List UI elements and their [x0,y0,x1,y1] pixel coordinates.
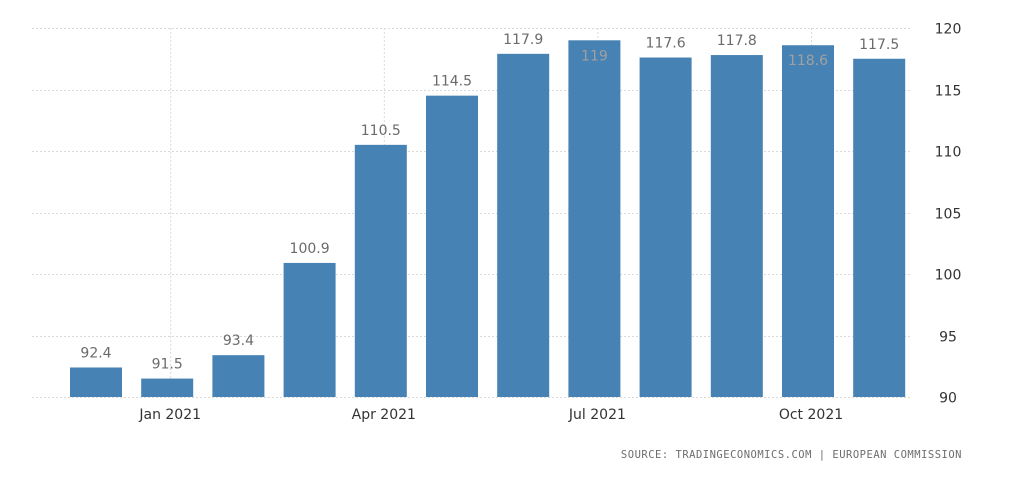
value-label: 93.4 [223,333,254,349]
y-tick-label: 105 [935,207,962,223]
y-tick-label: 100 [935,268,962,284]
value-label: 100.9 [290,241,330,257]
bar [283,262,336,397]
bar [639,57,692,398]
bars [70,40,906,398]
value-label: 117.6 [646,36,686,52]
y-tick-label: 95 [939,330,957,346]
value-label: 117.9 [503,32,543,48]
source-attribution: SOURCE: TRADINGECONOMICS.COM | EUROPEAN … [620,449,962,461]
value-label: 118.6 [788,53,828,69]
bar [497,53,550,398]
value-label: 117.5 [859,37,899,53]
value-label: 110.5 [361,123,401,139]
value-label: 119 [581,48,608,64]
bar [710,55,763,398]
bar [141,378,194,397]
bar [212,355,265,397]
value-label: 92.4 [80,345,111,361]
x-tick-label: Oct 2021 [779,407,843,423]
bar [426,95,478,398]
bar [70,367,122,397]
value-label: 114.5 [432,74,472,90]
y-tick-label: 120 [935,22,962,38]
bar [354,144,407,397]
y-tick-label: 90 [939,391,957,407]
value-label: 91.5 [152,357,183,373]
value-label: 117.8 [717,33,757,49]
y-axis-tick-labels: 90 95 100 105 110 115 120 [935,22,962,407]
value-labels: 92.4 91.5 93.4 100.9 110.5 114.5 117.9 119 117.6… [80,32,899,373]
bar [782,45,834,397]
x-tick-label: Apr 2021 [352,407,416,423]
bar [853,58,906,397]
x-axis-tick-labels: Jan 2021 Apr 2021 Jul 2021 Oct 2021 [138,407,843,423]
y-tick-label: 110 [935,145,962,161]
y-tick-label: 115 [935,84,962,100]
x-tick-label: Jan 2021 [138,407,201,423]
x-tick-label: Jul 2021 [568,407,626,423]
bar [568,40,621,398]
